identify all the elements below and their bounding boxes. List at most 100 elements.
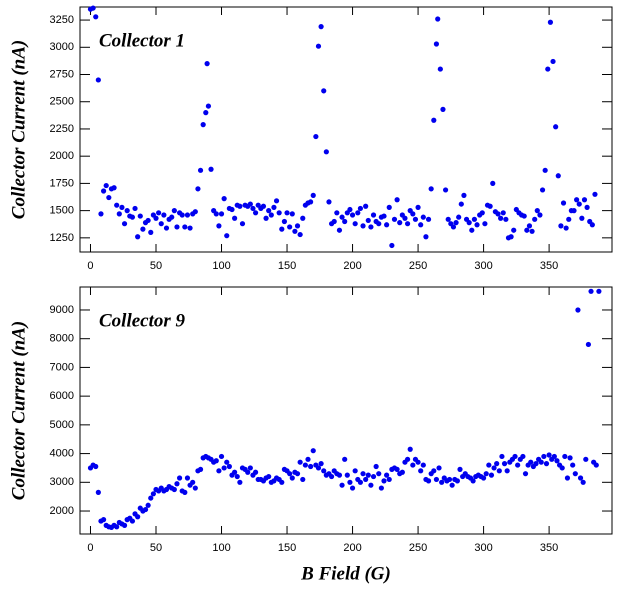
data-point — [315, 43, 322, 49]
data-point — [260, 203, 267, 209]
data-point — [494, 461, 500, 467]
data-point — [593, 462, 599, 468]
data-point — [596, 288, 602, 294]
data-point — [589, 222, 595, 228]
data-point — [512, 453, 518, 460]
data-point — [495, 211, 501, 217]
data-point — [276, 210, 282, 216]
data-point — [500, 210, 506, 216]
y-tick-label: 2000 — [50, 150, 74, 162]
data-point — [574, 197, 580, 203]
data-point — [486, 462, 492, 468]
data-point — [357, 205, 364, 212]
data-point — [237, 203, 243, 209]
x-tick-label: 50 — [150, 542, 162, 554]
data-point — [195, 186, 201, 192]
data-point — [224, 459, 230, 465]
data-point — [410, 462, 416, 468]
y-tick-label: 3000 — [50, 41, 74, 53]
data-point — [449, 482, 455, 488]
data-point — [474, 222, 480, 228]
y-axis-label: Collector Current (nA) — [8, 321, 29, 500]
data-point — [471, 216, 478, 222]
data-point — [538, 459, 544, 465]
data-point — [370, 473, 377, 480]
data-point — [479, 210, 485, 216]
data-point — [520, 453, 526, 460]
data-point — [576, 201, 582, 207]
plot-frame — [79, 6, 613, 253]
data-point — [237, 479, 243, 485]
data-point — [116, 211, 122, 217]
y-tick-label: 5000 — [50, 419, 74, 431]
data-point — [342, 456, 348, 462]
data-point — [239, 221, 246, 227]
y-tick-label: 6000 — [50, 390, 74, 402]
data-point — [483, 471, 489, 477]
data-point — [515, 462, 521, 468]
data-point — [437, 66, 443, 72]
data-point — [114, 524, 120, 530]
x-tick-label: 200 — [343, 260, 361, 272]
data-point — [541, 453, 547, 460]
data-point — [491, 465, 497, 471]
data-point — [174, 224, 180, 230]
data-point — [584, 204, 590, 210]
data-point — [543, 461, 550, 467]
data-point — [100, 517, 107, 523]
data-point — [135, 234, 141, 240]
data-point — [425, 216, 432, 222]
data-point — [446, 476, 453, 483]
data-point — [546, 452, 552, 458]
data-point — [132, 205, 138, 212]
data-point — [294, 471, 301, 477]
data-point — [433, 41, 440, 47]
data-point — [342, 218, 348, 225]
data-point — [567, 455, 573, 461]
data-point — [389, 242, 395, 249]
data-point — [563, 225, 569, 231]
data-point — [384, 472, 390, 478]
data-point — [384, 222, 390, 228]
data-point — [418, 468, 424, 474]
data-point — [558, 223, 564, 229]
data-point — [572, 471, 578, 477]
data-point — [204, 61, 210, 67]
data-point — [415, 204, 421, 210]
data-point — [504, 468, 510, 474]
data-point — [148, 229, 154, 235]
data-point — [169, 214, 175, 220]
data-point — [431, 468, 437, 474]
data-point — [503, 216, 509, 222]
data-point — [386, 204, 392, 210]
data-point — [470, 478, 476, 484]
data-point — [158, 221, 164, 227]
data-point — [539, 187, 546, 193]
data-point — [420, 214, 426, 220]
data-point — [292, 228, 298, 234]
data-point — [287, 471, 293, 477]
y-tick-label: 3000 — [50, 476, 74, 488]
data-point — [287, 224, 293, 230]
data-point — [308, 463, 314, 470]
data-point — [182, 224, 188, 230]
data-point — [577, 475, 584, 481]
data-point — [537, 212, 543, 218]
data-point — [370, 212, 377, 218]
data-point — [203, 110, 209, 116]
data-point — [394, 466, 400, 472]
data-point — [140, 226, 146, 232]
data-point — [315, 465, 322, 471]
data-point — [355, 210, 361, 216]
data-point — [581, 197, 588, 203]
data-point — [407, 446, 413, 452]
data-point — [234, 473, 240, 480]
data-point — [533, 461, 539, 467]
data-point — [349, 485, 356, 491]
data-point — [273, 198, 280, 204]
data-point — [511, 227, 517, 233]
data-point — [522, 471, 529, 477]
data-point — [524, 227, 530, 233]
data-point — [90, 5, 96, 11]
data-point — [344, 472, 350, 478]
